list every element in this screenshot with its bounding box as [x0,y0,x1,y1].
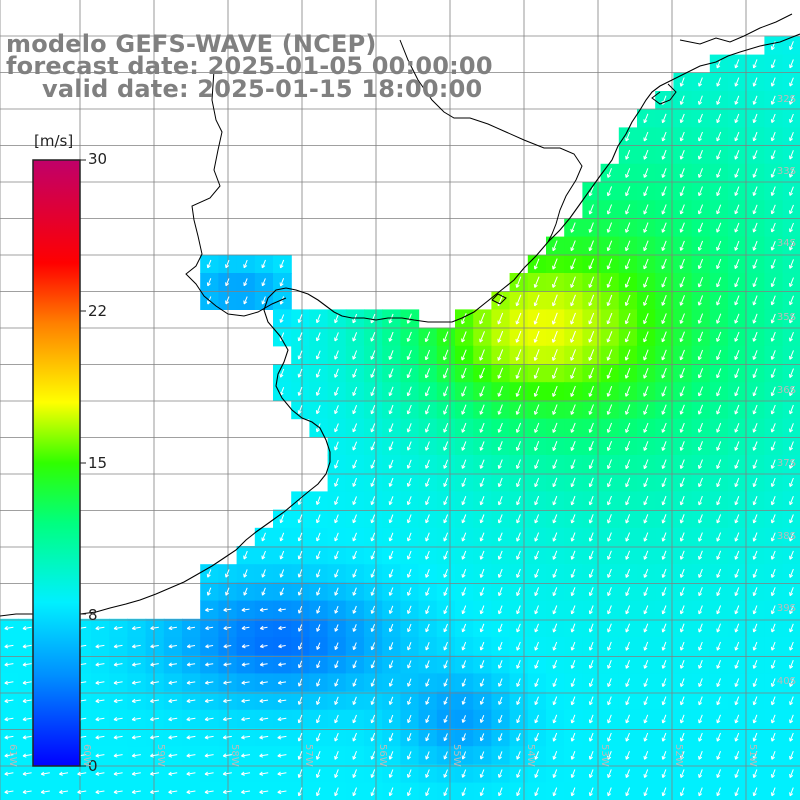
wind-arrow [734,150,740,160]
wind-arrow [643,131,649,142]
lat-label: 36S [776,385,796,396]
wind-arrow [752,113,758,124]
wind-arrow [770,113,776,123]
wind-arrow [789,132,794,142]
lon-label: 54W [525,744,536,767]
wind-arrow [789,95,794,105]
wind-arrow [716,113,722,124]
wind-arrow [770,131,776,142]
wind-arrow [752,150,758,160]
colorbar-label-15: 15 [88,454,108,472]
wind-arrow [661,113,667,124]
wind-arrow [770,77,776,87]
lon-label: 52W [673,744,684,767]
wind-arrow [679,95,685,105]
colorbar-unit: [m/s] [34,132,74,150]
wind-arrow [789,150,794,160]
wind-arrow [752,77,758,87]
lat-label: 33S [776,166,796,177]
colorbar-label-8: 8 [88,606,98,624]
wind-arrow [752,95,758,105]
wind-arrow [606,168,612,178]
wind-cell [782,782,800,800]
wind-arrow [770,150,776,160]
lon-label: 59W [155,744,166,767]
wind-arrow [716,95,722,105]
colorbar [32,159,86,767]
lon-label: 61W [7,744,18,767]
colorbar-gradient [32,159,81,767]
wind-arrow [789,59,794,69]
wind-arrow [661,131,667,142]
wind-arrow [625,149,631,160]
wind-arrow [789,113,794,123]
wind-arrows [4,41,794,797]
wind-arrow [770,95,776,105]
lat-label: 34S [776,238,796,249]
wind-arrow [679,150,685,160]
lon-label: 53W [599,744,610,767]
lon-label: 56W [377,744,388,767]
lat-label: 39S [776,603,796,614]
wind-arrow [679,113,685,124]
lon-label: 60W [81,744,92,767]
wind-arrow [698,131,703,142]
wind-arrow [679,77,685,87]
lat-label: 37S [776,458,796,469]
wind-arrow [716,77,722,87]
lon-label: 51W [747,744,758,767]
colorbar-label-30: 30 [88,150,108,168]
lon-label: 55W [451,744,462,767]
title-valid-date: valid date: 2025-01-15 18:00:00 [42,75,483,103]
wind-arrow [734,59,740,69]
wind-arrow [734,77,740,87]
wind-arrow [698,113,703,124]
wind-arrow [698,77,703,87]
wind-arrow [698,150,703,160]
wind-arrow [716,59,722,69]
wind-arrow [734,131,740,142]
wind-arrow [625,131,631,142]
wind-arrow [789,41,794,51]
lat-label: 38S [776,531,796,542]
lat-label: 32S [776,94,796,105]
wind-arrow [752,59,758,69]
lat-label: 35S [776,312,796,323]
wind-arrow [752,131,758,142]
lon-label: 57W [303,744,314,767]
colorbar-label-22: 22 [88,302,108,320]
wind-arrow [661,149,667,160]
wind-arrow [643,149,649,160]
lat-label: 40S [776,676,796,687]
wind-arrow [716,150,722,160]
wind-arrow [770,59,776,69]
wind-arrow [789,77,794,87]
wind-arrow [716,131,722,142]
wind-arrow [734,113,740,124]
wind-arrow [643,113,649,124]
wind-arrow [679,131,685,142]
lon-label: 58W [229,744,240,767]
wind-arrow [698,95,703,105]
wind-arrow [734,95,740,105]
